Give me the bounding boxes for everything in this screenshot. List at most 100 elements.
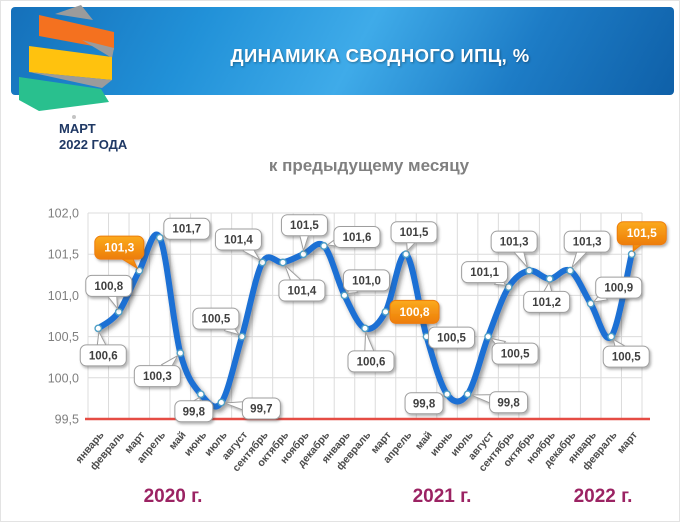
callout-box	[163, 217, 211, 240]
data-point-marker	[94, 324, 103, 333]
data-point-value: 101,4	[224, 234, 253, 246]
y-tick-label: 100,5	[48, 330, 79, 344]
data-point-callout	[523, 281, 571, 313]
callout-box	[491, 342, 539, 365]
data-point-value: 101,6	[343, 232, 372, 244]
data-point-callout	[489, 337, 539, 365]
highlight-callout	[388, 299, 440, 324]
callout-box	[333, 225, 381, 248]
callout-box	[461, 261, 509, 284]
data-point-callout	[278, 264, 326, 302]
y-tick-label: 102,0	[48, 207, 79, 221]
data-point-marker	[484, 332, 493, 341]
data-point-marker	[340, 291, 349, 300]
data-point-marker	[627, 250, 636, 259]
callout-box	[389, 299, 440, 324]
data-point-callout	[470, 391, 529, 414]
callout-box	[523, 290, 571, 313]
data-point-value: 101,5	[290, 220, 319, 232]
data-point-callout	[461, 261, 509, 286]
data-point-callout	[326, 225, 381, 248]
data-point-marker	[135, 266, 144, 275]
data-point-value: 101,7	[172, 224, 201, 236]
data-point-marker	[586, 299, 595, 308]
data-point-callout	[214, 228, 262, 262]
x-tick-label: март	[615, 429, 640, 456]
data-point-value: 101,2	[532, 297, 561, 309]
callout-box	[490, 230, 538, 253]
callout-box	[602, 345, 650, 368]
callout-box	[347, 350, 395, 373]
data-point-value: 101,3	[573, 237, 602, 249]
callout-box	[616, 221, 667, 246]
data-point-marker	[114, 307, 123, 316]
data-point-value: 99,8	[413, 398, 436, 410]
y-tick-label: 99,5	[55, 413, 79, 427]
callout-box	[94, 235, 145, 260]
callout-box	[595, 276, 643, 299]
year-label: 2021 г.	[413, 486, 472, 507]
callout-box	[280, 214, 328, 237]
data-point-marker	[196, 390, 205, 399]
data-point-marker	[155, 233, 164, 242]
data-point-value: 100,6	[89, 350, 118, 362]
data-point-callout	[133, 354, 181, 388]
data-point-callout	[592, 276, 643, 303]
data-point-marker	[566, 266, 575, 275]
data-point-value: 100,5	[437, 333, 466, 345]
data-point-value: 100,3	[143, 371, 172, 383]
logo-orange-step	[39, 15, 114, 50]
data-point-value: 101,3	[500, 237, 529, 249]
data-point-value: 100,5	[612, 352, 641, 364]
callout-box	[79, 344, 127, 367]
data-point-callout	[192, 307, 241, 336]
data-point-callout	[390, 221, 438, 253]
chart-subtitle: к предыдущему месяцу	[268, 156, 470, 175]
data-point-value: 100,5	[201, 314, 230, 326]
report-date-month: МАРТ	[59, 121, 96, 136]
callout-box	[563, 230, 611, 253]
callout-box	[85, 274, 133, 297]
data-point-value: 99,7	[250, 404, 272, 416]
callout-box	[342, 269, 390, 292]
logo-gray-sliver-2	[29, 72, 112, 88]
data-point-callout	[347, 331, 395, 373]
callout-box	[489, 391, 529, 414]
data-point-value: 101,5	[400, 227, 429, 239]
data-point-callout	[342, 269, 390, 295]
callout-box	[192, 307, 240, 330]
data-point-value: 100,8	[400, 305, 430, 319]
data-point-marker	[320, 242, 328, 250]
highlight-callout	[616, 221, 667, 253]
year-label: 2020 г.	[144, 486, 203, 507]
data-point-marker	[361, 324, 369, 333]
header-banner	[11, 7, 674, 95]
data-point-value: 101,4	[288, 285, 317, 297]
logo-green-step	[19, 77, 109, 111]
data-point-value: 100,5	[501, 349, 530, 361]
data-point-callout	[280, 214, 328, 253]
callout-box	[404, 392, 444, 415]
logo-gray-sliver-1	[82, 40, 114, 58]
logo-dot	[72, 115, 76, 119]
data-point-callout	[404, 392, 445, 415]
callout-box	[390, 221, 438, 244]
data-point-marker	[381, 307, 390, 316]
data-point-value: 101,3	[104, 241, 134, 255]
data-point-callout	[563, 230, 611, 269]
data-point-marker	[463, 390, 472, 399]
y-tick-label: 100,0	[48, 371, 79, 385]
data-point-callout	[79, 330, 127, 367]
data-point-marker	[545, 275, 554, 283]
data-point-callout	[85, 274, 133, 311]
callout-box	[428, 326, 476, 349]
data-point-marker	[217, 398, 226, 407]
data-point-marker	[237, 332, 246, 341]
logo-gray-fold	[55, 5, 93, 20]
data-point-callout	[490, 230, 538, 268]
callout-box	[278, 279, 326, 302]
data-point-marker	[504, 283, 513, 292]
report-date: МАРТ 2022 ГОДА	[59, 121, 127, 153]
data-point-marker	[525, 266, 534, 275]
